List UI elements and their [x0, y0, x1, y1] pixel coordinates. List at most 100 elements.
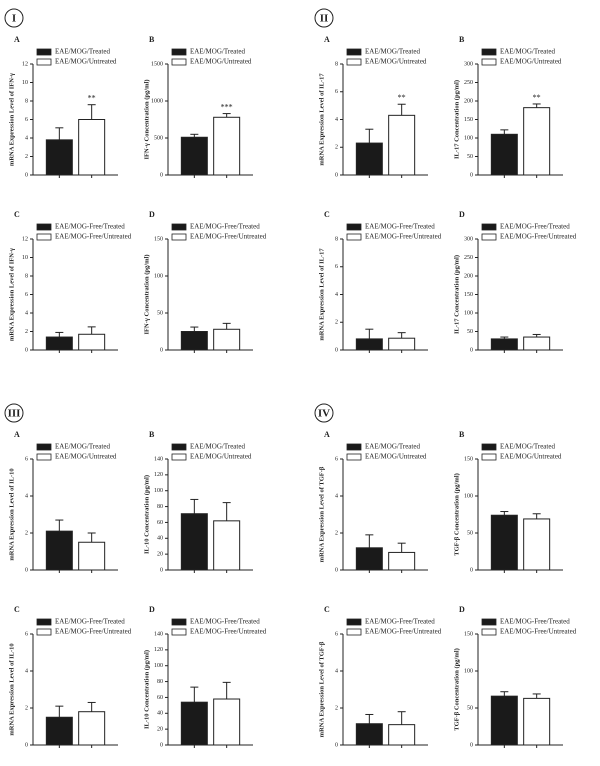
bar: [388, 551, 416, 571]
panel-circle: [314, 403, 334, 423]
bar: [355, 723, 383, 746]
chart-letter: B: [459, 35, 465, 44]
legend-swatch: [346, 48, 362, 56]
legend-label: EAE/MOG/Untreated: [500, 453, 562, 461]
y-tick-label: 60: [157, 695, 163, 701]
y-tick-label: 0: [160, 742, 163, 748]
y-tick-label: 6: [25, 631, 28, 637]
legend-swatch: [481, 48, 497, 56]
legend-swatch: [481, 233, 497, 241]
bar: [45, 716, 73, 746]
legend-label: EAE/MOG/Treated: [500, 443, 555, 451]
legend-swatch: [171, 453, 187, 461]
bar: [213, 520, 241, 571]
legend-swatch: [481, 58, 497, 66]
panel-label: III: [8, 408, 21, 420]
y-tick-label: 6: [335, 456, 338, 462]
legend-label: EAE/MOG-Free/Treated: [190, 618, 260, 626]
y-tick-label: 6: [25, 456, 28, 462]
y-tick-label: 4: [335, 117, 338, 123]
bar: [45, 530, 73, 571]
chart-letter: C: [324, 605, 330, 614]
y-tick-label: 8: [25, 273, 28, 279]
y-tick-label: 0: [25, 172, 28, 178]
significance: ***: [221, 102, 233, 111]
legend-label: EAE/MOG/Treated: [190, 443, 245, 451]
legend-swatch: [171, 618, 187, 626]
chart-letter: C: [14, 605, 20, 614]
y-tick-label: 0: [470, 742, 473, 748]
bar: [388, 724, 416, 746]
chart-letter: D: [149, 605, 155, 614]
y-axis-label: IL-17 Concentration (pg/ml): [453, 80, 460, 159]
y-tick-label: 0: [470, 172, 473, 178]
bar: [388, 114, 416, 176]
bar: [213, 698, 241, 746]
legend-label: EAE/MOG-Free/Treated: [190, 223, 260, 231]
legend-label: EAE/MOG-Free/Untreated: [190, 233, 267, 241]
y-tick-label: 140: [154, 631, 163, 637]
y-tick-label: 40: [157, 536, 163, 542]
legend-label: EAE/MOG-Free/Untreated: [500, 233, 577, 241]
significance: **: [88, 94, 96, 103]
y-tick-label: 250: [464, 255, 473, 261]
legend-swatch: [36, 453, 52, 461]
y-tick-label: 0: [335, 347, 338, 353]
legend-label: EAE/MOG/Untreated: [365, 58, 427, 66]
legend-label: EAE/MOG/Untreated: [190, 58, 252, 66]
y-axis-label: IFN-γ Concentration (pg/ml): [143, 255, 150, 335]
y-tick-label: 80: [157, 679, 163, 685]
y-tick-label: 8: [335, 236, 338, 242]
legend-label: EAE/MOG-Free/Treated: [55, 223, 125, 231]
y-tick-label: 150: [464, 117, 473, 123]
y-tick-label: 8: [25, 98, 28, 104]
y-tick-label: 2: [335, 145, 338, 151]
bar: [388, 337, 416, 351]
legend-label: EAE/MOG/Untreated: [365, 453, 427, 461]
legend-swatch: [346, 223, 362, 231]
y-tick-label: 250: [464, 80, 473, 86]
y-tick-label: 140: [154, 456, 163, 462]
legend-label: EAE/MOG/Untreated: [55, 58, 117, 66]
chart-letter: A: [14, 35, 20, 44]
legend-swatch: [171, 48, 187, 56]
y-tick-label: 0: [470, 347, 473, 353]
bar: [180, 701, 208, 746]
panel-label: I: [12, 13, 16, 25]
chart-letter: A: [14, 430, 20, 439]
y-tick-label: 100: [154, 663, 163, 669]
legend-label: EAE/MOG-Free/Treated: [500, 223, 570, 231]
legend-swatch: [171, 58, 187, 66]
y-tick-label: 2: [335, 705, 338, 711]
bar: [180, 331, 208, 351]
panel-circle: [4, 403, 24, 423]
y-tick-label: 2: [25, 530, 28, 536]
y-tick-label: 4: [25, 135, 28, 141]
legend-label: EAE/MOG-Free/Untreated: [55, 628, 132, 636]
bar: [355, 547, 383, 571]
bar: [78, 541, 106, 571]
chart-letter: C: [14, 210, 20, 219]
y-tick-label: 0: [25, 742, 28, 748]
y-tick-label: 0: [470, 567, 473, 573]
y-tick-label: 1500: [151, 61, 163, 67]
bar: [490, 133, 518, 176]
bar: [355, 142, 383, 176]
significance: **: [398, 93, 406, 102]
y-tick-label: 4: [335, 668, 338, 674]
bar: [78, 119, 106, 176]
y-tick-label: 10: [22, 255, 28, 261]
y-tick-label: 0: [160, 172, 163, 178]
y-tick-label: 100: [464, 668, 473, 674]
y-tick-label: 120: [154, 472, 163, 478]
y-tick-label: 500: [154, 135, 163, 141]
bar: [490, 514, 518, 571]
bar: [45, 336, 73, 351]
y-tick-label: 0: [335, 567, 338, 573]
y-tick-label: 6: [25, 292, 28, 298]
y-tick-label: 100: [464, 310, 473, 316]
y-tick-label: 120: [154, 647, 163, 653]
legend-swatch: [36, 223, 52, 231]
legend-swatch: [481, 628, 497, 636]
bar: [78, 711, 106, 746]
